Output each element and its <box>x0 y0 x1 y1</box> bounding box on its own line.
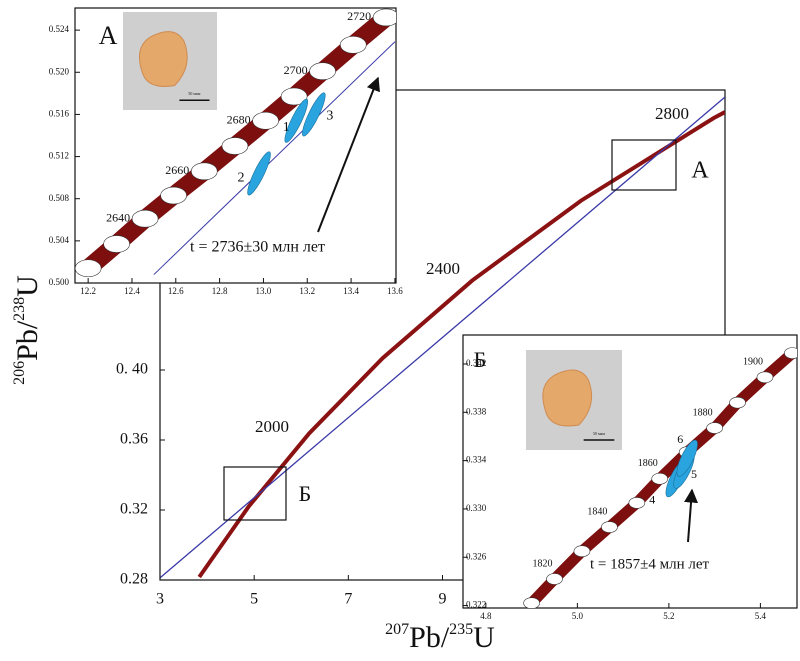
analysis-label: 3 <box>326 109 333 124</box>
y-tick-label: 0.512 <box>49 151 69 161</box>
y-tick-label: 0.338 <box>466 406 487 416</box>
grain <box>543 370 592 426</box>
age-label: 2640 <box>106 210 130 224</box>
concordia-age-marker <box>191 163 217 180</box>
y-tick-label: 0.500 <box>49 277 70 287</box>
concordia-age-marker <box>629 497 645 508</box>
y-tick-label: 0.504 <box>49 235 70 245</box>
age-label: 1880 <box>693 407 713 418</box>
concordia-age-marker <box>75 260 101 277</box>
age-label: 2700 <box>284 63 308 77</box>
age-result: t = 2736±30 млн лет <box>190 239 325 256</box>
concordia-age-marker <box>574 546 590 557</box>
isotope-mass: 206 <box>11 361 28 385</box>
x-tick-label: 5.0 <box>572 611 584 621</box>
x-tick-label: 12.2 <box>80 286 96 296</box>
age-label: 2720 <box>347 9 371 23</box>
concordia-age-marker <box>524 598 540 609</box>
x-tick-label: 7 <box>344 591 352 608</box>
inset-letter: Б <box>474 347 487 372</box>
concordia-age-marker <box>161 187 187 204</box>
axis-title: 206Pb/238U <box>11 275 44 385</box>
element: U <box>11 275 44 297</box>
isotope-mass: 238 <box>11 297 28 321</box>
element: Pb/ <box>409 621 450 654</box>
age-label: 2680 <box>227 112 251 126</box>
analysis-label: 4 <box>649 492 655 506</box>
age-annotation: 2800 <box>655 104 689 123</box>
y-tick-label: 0.330 <box>466 503 487 513</box>
analysis-label: 2 <box>238 171 245 186</box>
scale-bar-label: 50 мкм <box>593 431 605 436</box>
analysis-label: 1 <box>283 120 290 135</box>
age-result: t = 1857±4 млн лет <box>590 556 710 572</box>
concordia-age-marker <box>784 348 800 359</box>
y-tick-label: 0.516 <box>49 108 70 118</box>
inset-letter: A <box>99 21 118 50</box>
x-tick-label: 12.8 <box>212 286 228 296</box>
analysis-label: 6 <box>677 432 683 446</box>
x-tick-label: 12.6 <box>168 286 184 296</box>
x-tick-label: 3 <box>156 591 164 608</box>
concordia-age-marker <box>222 138 248 155</box>
axis-title: 207Pb/235U <box>385 621 495 654</box>
concordia-age-marker <box>132 210 158 227</box>
x-tick-label: 12.4 <box>124 286 140 296</box>
age-annotation: 2000 <box>255 417 289 436</box>
concordia-age-marker <box>601 522 617 533</box>
y-tick-label: 0.32 <box>120 501 148 518</box>
x-tick-label: 5.4 <box>755 611 767 621</box>
y-tick-label: 0.326 <box>466 551 487 561</box>
isotope-mass: 207 <box>385 621 409 638</box>
age-label: 1840 <box>587 506 607 517</box>
concordia-age-marker <box>547 574 563 585</box>
y-tick-label: 0.334 <box>466 455 487 465</box>
scale-bar-label: 50 мкм <box>188 91 200 96</box>
x-tick-label: 5 <box>250 591 258 608</box>
age-label: 1900 <box>743 357 763 368</box>
concordia-age-marker <box>707 423 723 434</box>
x-tick-label: 13.4 <box>343 286 359 296</box>
concordia-age-marker <box>310 63 336 80</box>
age-label: 1820 <box>533 558 553 569</box>
y-tick-label: 0.322 <box>466 600 486 610</box>
age-label: 2660 <box>165 163 189 177</box>
zoom-label: Б <box>299 481 312 506</box>
y-tick-label: 0.36 <box>120 431 148 448</box>
concordia-age-marker <box>373 9 399 26</box>
concordia-age-marker <box>340 36 366 53</box>
zoom-label: A <box>691 158 709 184</box>
y-tick-label: 0. 40 <box>116 361 148 378</box>
inset-plot: 12.2 12.4 12.6 12.8 13.0 13.2 13.4 13.6 0.500 0.5… <box>49 8 404 296</box>
x-tick-label: 13.2 <box>299 286 315 296</box>
y-tick-label: 0.508 <box>49 193 70 203</box>
element: U <box>473 621 495 654</box>
x-tick-label: 9 <box>439 591 447 608</box>
grain <box>139 32 187 87</box>
concordia-age-marker <box>652 473 668 484</box>
x-tick-label: 5.2 <box>663 611 674 621</box>
x-tick-label: 4.8 <box>480 611 492 621</box>
y-tick-label: 0.520 <box>49 66 70 76</box>
age-label: 1860 <box>638 458 658 469</box>
concordia-age-marker <box>757 372 773 383</box>
x-tick-label: 13.6 <box>387 286 403 296</box>
x-tick-label: 13.0 <box>256 286 272 296</box>
concordia-age-marker <box>253 112 279 129</box>
concordia-age-marker <box>730 397 746 408</box>
isotope-mass: 235 <box>449 621 473 638</box>
concordia-age-marker <box>104 236 130 253</box>
concordia-figure: 35790.280.320.360. 40200024002800AБ207Pb… <box>0 0 800 661</box>
y-tick-label: 0.28 <box>120 571 148 588</box>
age-annotation: 2400 <box>426 259 460 278</box>
y-tick-label: 0.524 <box>49 24 70 34</box>
analysis-label: 5 <box>691 467 697 481</box>
element: Pb/ <box>11 320 44 361</box>
